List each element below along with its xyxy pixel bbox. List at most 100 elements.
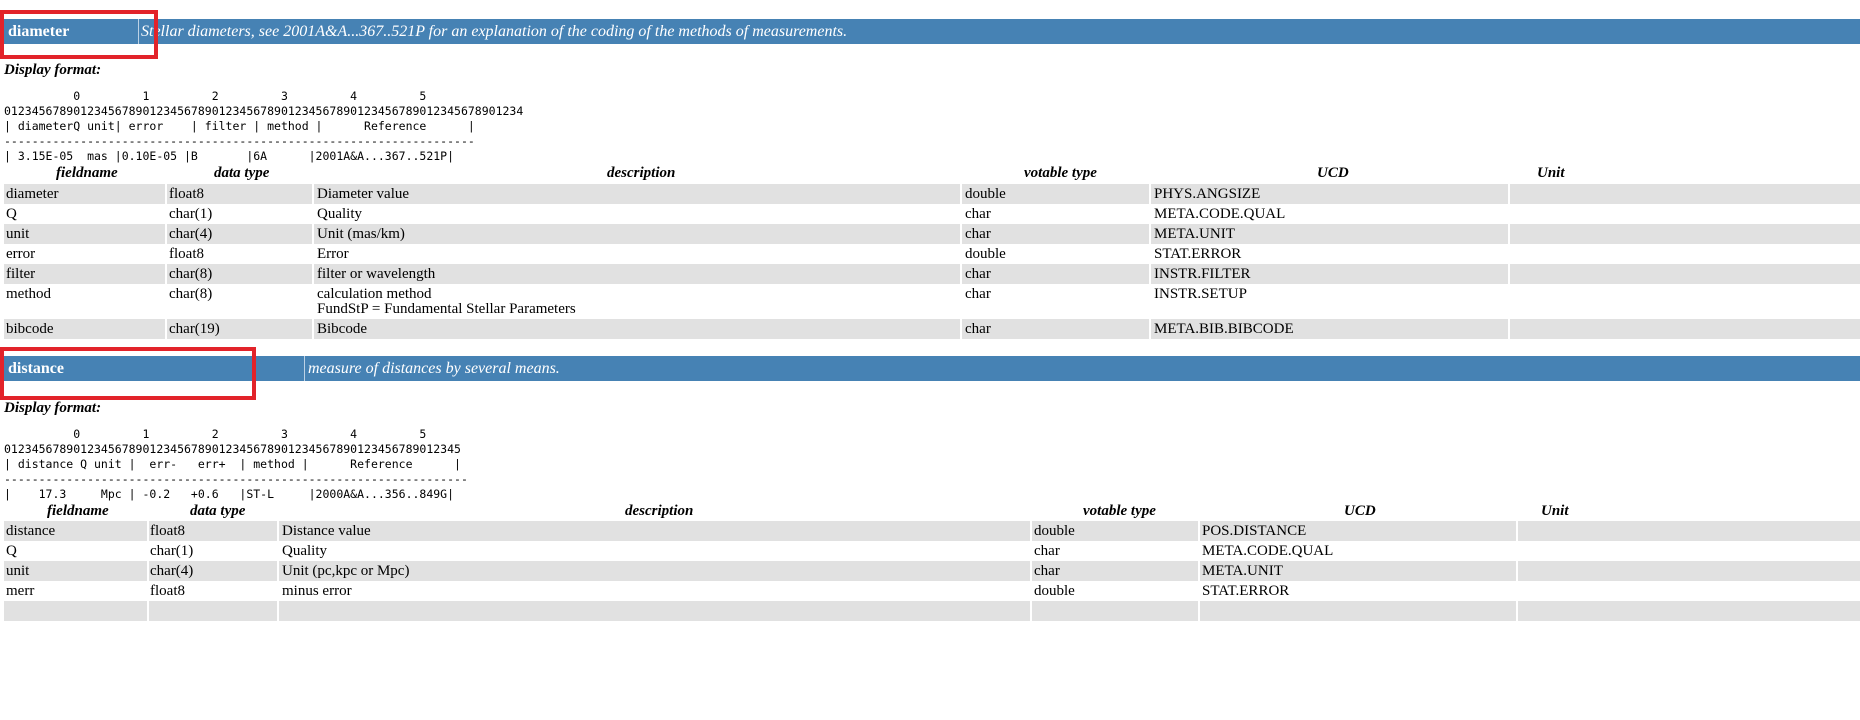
column-header-unit: Unit xyxy=(1541,503,1569,519)
field-table-diameter: diameter float8 Diameter value double PH… xyxy=(4,184,1860,339)
column-header-description: description xyxy=(607,165,676,181)
cell-description: Quality xyxy=(317,206,362,222)
table-row: Q char(1) Quality char META.CODE.QUAL xyxy=(4,541,1860,561)
table-row: diameter float8 Diameter value double PH… xyxy=(4,184,1860,204)
format-line: | 3.15E-05 mas |0.10E-05 |B |6A |2001A&A… xyxy=(4,149,455,163)
column-header-votable-type: votable type xyxy=(1024,165,1097,181)
cell-ucd: META.UNIT xyxy=(1202,563,1283,579)
table-row: bibcode char(19) Bibcode char META.BIB.B… xyxy=(4,319,1860,339)
cell-votable-type: char xyxy=(1034,543,1060,559)
cell-fieldname: bibcode xyxy=(6,321,54,337)
cell-votable-type: char xyxy=(965,226,991,242)
header-separator xyxy=(138,19,139,44)
cell-datatype: char(19) xyxy=(169,321,220,337)
display-format-label: Display format: xyxy=(4,400,102,416)
column-header-unit: Unit xyxy=(1537,165,1565,181)
highlight-box xyxy=(0,347,256,400)
diameter-header-band: diameter Stellar diameters, see 2001A&A.… xyxy=(4,19,1860,44)
table-row: unit char(4) Unit (mas/km) char META.UNI… xyxy=(4,224,1860,244)
cell-ucd: POS.DISTANCE xyxy=(1202,523,1307,539)
cell-description: Diameter value xyxy=(317,186,410,202)
distance-header-band: distance measure of distances by several… xyxy=(4,356,1860,381)
cell-ucd: META.CODE.QUAL xyxy=(1154,206,1286,222)
cell-description: Bibcode xyxy=(317,321,367,337)
cell-datatype: char(8) xyxy=(169,286,213,302)
cell-datatype: float8 xyxy=(169,186,204,202)
column-header-votable-type: votable type xyxy=(1083,503,1156,519)
format-line: | distance Q unit | err- err+ | method |… xyxy=(4,457,461,471)
column-header-datatype: data type xyxy=(190,503,246,519)
cell-fieldname: method xyxy=(6,286,51,302)
format-line: 0 1 2 3 4 5 xyxy=(4,427,427,441)
cell-description-note: FundStP = Fundamental Stellar Parameters xyxy=(317,301,576,317)
format-line: ----------------------------------------… xyxy=(4,472,468,486)
format-line: 0123456789012345678901234567890123456789… xyxy=(4,104,524,118)
table-row: method char(8) calculation method FundSt… xyxy=(4,284,1860,319)
cell-fieldname: distance xyxy=(6,523,56,539)
cell-fieldname: Q xyxy=(6,206,17,222)
format-line: 0 1 2 3 4 5 xyxy=(4,89,427,103)
cell-datatype: char(4) xyxy=(150,563,194,579)
section-name: diameter xyxy=(8,23,70,40)
cell-fieldname: unit xyxy=(6,563,30,579)
cell-votable-type: double xyxy=(1034,523,1075,539)
table-row: filter char(8) filter or wavelength char… xyxy=(4,264,1860,284)
format-line: 0123456789012345678901234567890123456789… xyxy=(4,442,461,456)
table-row: error float8 Error double STAT.ERROR xyxy=(4,244,1860,264)
cell-datatype: char(4) xyxy=(169,226,213,242)
cell-fieldname: diameter xyxy=(6,186,59,202)
column-header-description: description xyxy=(625,503,694,519)
table-row xyxy=(4,601,1860,621)
cell-fieldname: error xyxy=(6,246,36,262)
cell-ucd: STAT.ERROR xyxy=(1202,583,1290,599)
table-row: merr float8 minus error double STAT.ERRO… xyxy=(4,581,1860,601)
cell-description: Error xyxy=(317,246,349,262)
column-header-ucd: UCD xyxy=(1317,165,1349,181)
cell-fieldname: unit xyxy=(6,226,30,242)
table-row: unit char(4) Unit (pc,kpc or Mpc) char M… xyxy=(4,561,1860,581)
cell-description: Quality xyxy=(282,543,327,559)
display-format-label: Display format: xyxy=(4,62,102,78)
cell-datatype: char(8) xyxy=(169,266,213,282)
cell-datatype: float8 xyxy=(150,523,185,539)
column-header-fieldname: fieldname xyxy=(47,503,109,519)
cell-votable-type: double xyxy=(965,186,1006,202)
cell-votable-type: char xyxy=(965,206,991,222)
cell-ucd: META.CODE.QUAL xyxy=(1202,543,1334,559)
field-table-distance: distance float8 Distance value double PO… xyxy=(4,521,1860,621)
cell-description: Distance value xyxy=(282,523,371,539)
cell-votable-type: double xyxy=(1034,583,1075,599)
cell-datatype: float8 xyxy=(150,583,185,599)
column-header-fieldname: fieldname xyxy=(56,165,118,181)
format-line: ----------------------------------------… xyxy=(4,134,475,148)
cell-description: Unit (mas/km) xyxy=(317,226,405,242)
section-description: measure of distances by several means. xyxy=(308,360,560,377)
display-format-block: 0 1 2 3 4 5 01234567890123456789012345678… xyxy=(4,89,523,164)
column-header-datatype: data type xyxy=(214,165,270,181)
table-row: Q char(1) Quality char META.CODE.QUAL xyxy=(4,204,1860,224)
cell-datatype: float8 xyxy=(169,246,204,262)
cell-votable-type: char xyxy=(965,266,991,282)
cell-fieldname: merr xyxy=(6,583,35,599)
cell-description: calculation method xyxy=(317,286,432,302)
cell-fieldname: Q xyxy=(6,543,17,559)
cell-ucd: INSTR.SETUP xyxy=(1154,286,1247,302)
cell-ucd: INSTR.FILTER xyxy=(1154,266,1251,282)
table-row: distance float8 Distance value double PO… xyxy=(4,521,1860,541)
cell-votable-type: double xyxy=(965,246,1006,262)
cell-ucd: META.UNIT xyxy=(1154,226,1235,242)
cell-ucd: PHYS.ANGSIZE xyxy=(1154,186,1261,202)
cell-ucd: STAT.ERROR xyxy=(1154,246,1242,262)
cell-votable-type: char xyxy=(965,321,991,337)
section-name: distance xyxy=(8,360,64,377)
cell-description: filter or wavelength xyxy=(317,266,436,282)
cell-votable-type: char xyxy=(965,286,991,302)
section-description: Stellar diameters, see 2001A&A...367..52… xyxy=(141,23,848,40)
cell-description: minus error xyxy=(282,583,352,599)
highlight-box xyxy=(0,10,158,59)
format-line: | 17.3 Mpc | -0.2 +0.6 |ST-L |2000A&A...… xyxy=(4,487,455,501)
display-format-block: 0 1 2 3 4 5 01234567890123456789012345678… xyxy=(4,427,468,502)
cell-description: Unit (pc,kpc or Mpc) xyxy=(282,563,410,579)
column-header-ucd: UCD xyxy=(1344,503,1376,519)
cell-datatype: char(1) xyxy=(150,543,194,559)
